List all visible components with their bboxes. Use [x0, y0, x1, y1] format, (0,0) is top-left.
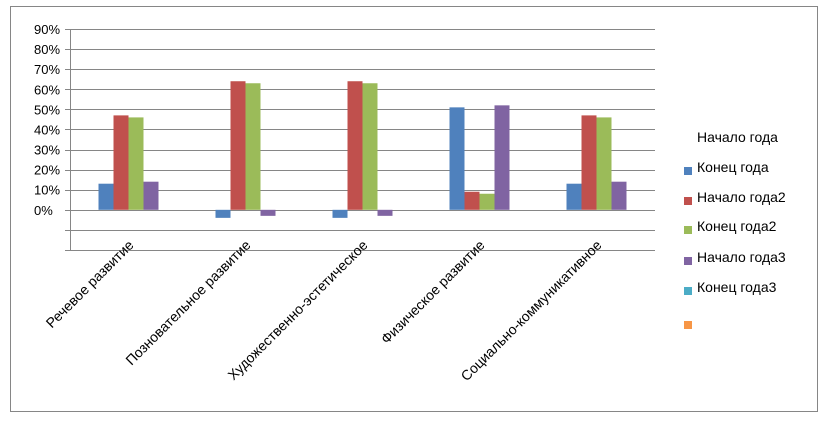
bar-1-series-4 [143, 181, 159, 210]
bar-4-series-3 [479, 193, 495, 210]
y-tick-label: 60% [34, 82, 60, 97]
legend-label-4: Начало года3 [697, 249, 786, 265]
legend-swatch-6 [684, 321, 692, 329]
y-tick-label: 80% [34, 42, 60, 57]
x-tick-label: Физическое развитие [378, 237, 488, 347]
bar-5-series-3 [596, 117, 612, 210]
bar-2-series-3 [245, 83, 261, 210]
bar-1-series-2 [113, 115, 129, 210]
bar-5-series-4 [611, 181, 627, 210]
bar-2-series-4 [260, 209, 276, 216]
bar-5-series-1 [566, 183, 582, 210]
legend-swatch-4 [684, 257, 692, 265]
bar-4-series-1 [449, 107, 465, 210]
bar-3-series-2 [347, 81, 363, 210]
bar-3-series-4 [377, 209, 393, 216]
legend-label-3: Конец года2 [697, 218, 777, 234]
legend-label-1: Конец года [697, 159, 769, 175]
bar-1-series-1 [98, 183, 114, 210]
legend-label-5: Конец года3 [697, 279, 777, 295]
y-tick-label: 20% [34, 163, 60, 178]
y-tick-label: 10% [34, 183, 60, 198]
legend-swatch-2 [684, 197, 692, 205]
y-tick-label: 90% [34, 22, 60, 37]
bar-3-series-3 [362, 83, 378, 210]
x-tick-label: Социально-коммуникативное [457, 237, 604, 384]
bar-4-series-4 [494, 105, 510, 210]
bar-3-series-1 [332, 209, 348, 218]
legend-swatch-3 [684, 226, 692, 234]
x-tick-label: Позновательное развитие [122, 237, 253, 368]
y-tick-label: 70% [34, 62, 60, 77]
bar-1-series-3 [128, 117, 144, 210]
y-tick-label: 40% [34, 122, 60, 137]
bar-2-series-1 [215, 209, 231, 218]
legend-swatch-1 [684, 167, 692, 175]
y-tick-label: 0% [34, 203, 53, 218]
legend-header: Начало года [697, 129, 778, 145]
x-tick-label: Художественно-эстетическое [224, 237, 370, 383]
bar-4-series-2 [464, 191, 480, 210]
bar-5-series-2 [581, 115, 597, 210]
y-tick-label: 50% [34, 102, 60, 117]
bar-2-series-2 [230, 81, 246, 210]
legend-swatch-5 [684, 287, 692, 295]
y-tick-label: 30% [34, 143, 60, 158]
legend-label-2: Начало года2 [697, 189, 786, 205]
